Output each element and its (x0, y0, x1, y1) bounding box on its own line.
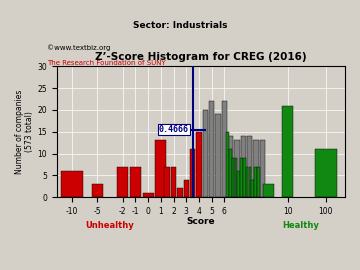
Text: Unhealthy: Unhealthy (86, 221, 134, 230)
Bar (177, 188, 183, 197)
Bar (92, 184, 103, 197)
Text: Sector: Industrials: Sector: Industrials (133, 21, 227, 30)
Bar (257, 167, 260, 197)
Bar (264, 184, 274, 197)
Bar (215, 114, 221, 197)
Bar (156, 140, 166, 197)
Bar (61, 171, 83, 197)
Bar (235, 158, 237, 197)
Bar (184, 180, 189, 197)
Bar (209, 101, 214, 197)
Bar (196, 132, 202, 197)
Bar (226, 132, 229, 197)
Bar (243, 158, 246, 197)
Text: The Research Foundation of SUNY: The Research Foundation of SUNY (47, 60, 166, 66)
Bar (241, 136, 246, 197)
Bar (130, 167, 141, 197)
Bar (254, 167, 257, 197)
Bar (234, 140, 240, 197)
Bar (228, 136, 233, 197)
Bar (240, 158, 243, 197)
Bar (282, 106, 293, 197)
Bar (190, 149, 195, 197)
Bar (237, 171, 240, 197)
Bar (203, 110, 208, 197)
Bar (253, 140, 259, 197)
Y-axis label: Number of companies
(573 total): Number of companies (573 total) (15, 90, 35, 174)
Text: Healthy: Healthy (282, 221, 319, 230)
Bar (260, 140, 265, 197)
Bar (246, 167, 248, 197)
Bar (222, 101, 227, 197)
Bar (247, 136, 252, 197)
Bar (315, 149, 337, 197)
Bar (232, 158, 234, 197)
Title: Z’-Score Histogram for CREG (2016): Z’-Score Histogram for CREG (2016) (95, 52, 307, 62)
Bar (171, 167, 176, 197)
Bar (248, 167, 251, 197)
Text: ©www.textbiz.org: ©www.textbiz.org (47, 44, 110, 51)
Bar (165, 167, 170, 197)
Bar (143, 193, 153, 197)
Bar (251, 180, 254, 197)
Text: 0.4666: 0.4666 (159, 125, 189, 134)
X-axis label: Score: Score (186, 217, 215, 226)
Bar (117, 167, 128, 197)
Bar (229, 149, 231, 197)
